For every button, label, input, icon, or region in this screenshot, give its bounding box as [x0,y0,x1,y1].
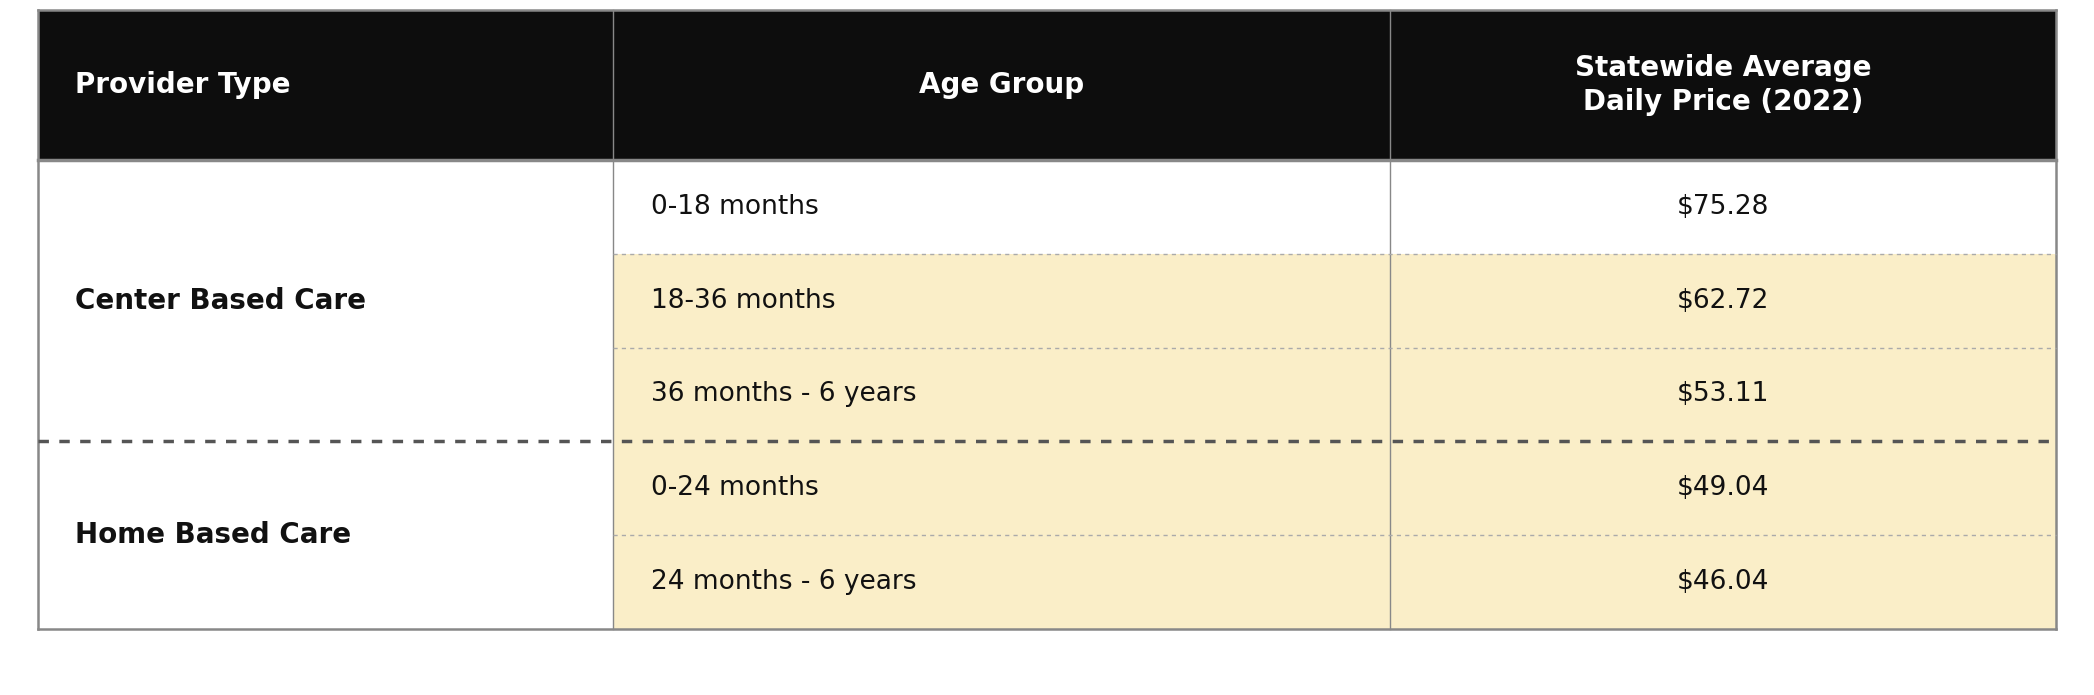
Bar [614,254,1390,348]
Text: 24 months - 6 years: 24 months - 6 years [651,569,917,595]
Text: 18-36 months: 18-36 months [651,288,836,313]
Text: $53.11: $53.11 [1677,382,1769,407]
Text: 0-24 months: 0-24 months [651,475,819,501]
Bar [1390,160,2056,254]
Text: Statewide Average
Daily Price (2022): Statewide Average Daily Price (2022) [1575,54,1872,116]
Bar [38,348,614,441]
Text: Home Based Care: Home Based Care [75,521,352,549]
Text: Center Based Care: Center Based Care [75,286,366,315]
Text: $75.28: $75.28 [1677,194,1769,220]
Text: 0-18 months: 0-18 months [651,194,819,220]
Text: $49.04: $49.04 [1677,475,1769,501]
Bar [1390,535,2056,629]
Text: 36 months - 6 years: 36 months - 6 years [651,382,917,407]
Bar [1390,441,2056,535]
Bar [1390,348,2056,441]
Bar [38,441,614,535]
Text: $46.04: $46.04 [1677,569,1769,595]
Bar [38,254,614,348]
Bar [1390,254,2056,348]
Bar [614,441,1390,535]
Bar [38,10,2056,160]
Text: $62.72: $62.72 [1677,288,1769,313]
Bar [614,348,1390,441]
Text: Provider Type: Provider Type [75,71,291,99]
Bar [614,535,1390,629]
Bar [614,160,1390,254]
Bar [38,535,614,629]
Bar [38,160,614,254]
Text: Age Group: Age Group [919,71,1085,99]
